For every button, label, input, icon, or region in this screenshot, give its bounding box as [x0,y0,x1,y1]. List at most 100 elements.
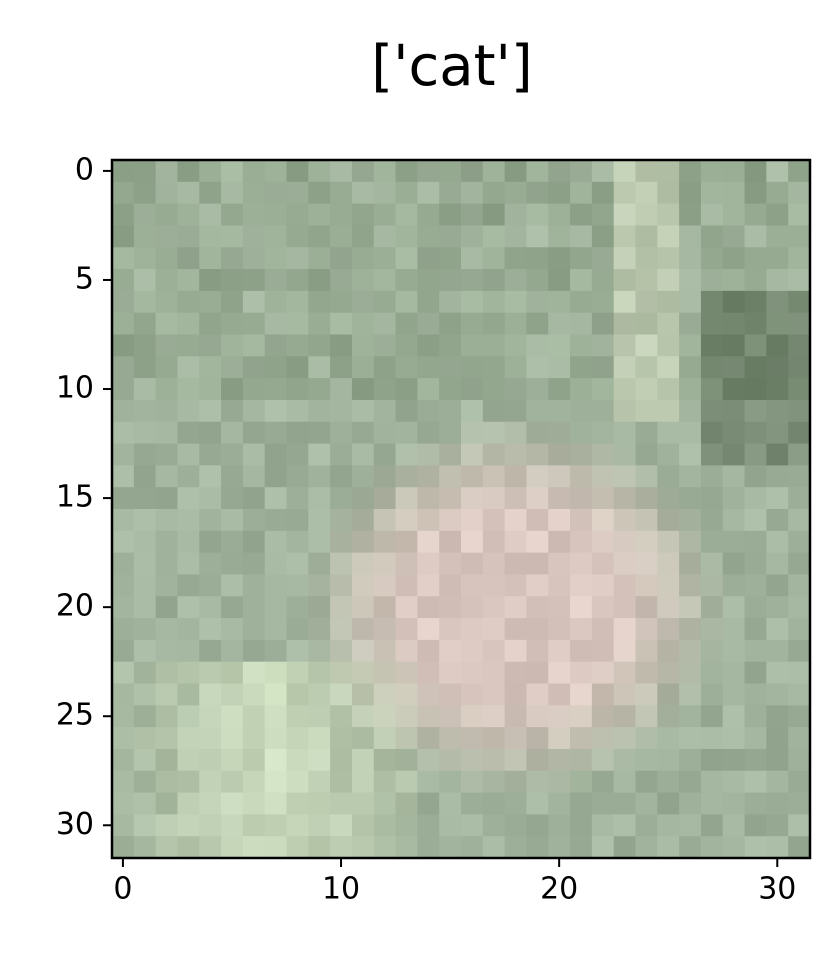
image-pixel [330,487,353,510]
image-pixel [461,247,484,270]
image-pixel [351,509,375,532]
image-pixel [482,181,506,205]
image-pixel [199,509,222,532]
image-pixel [133,574,157,597]
image-pixel [482,487,506,510]
image-pixel [700,181,724,205]
image-pixel [548,814,571,837]
image-pixel [504,181,527,205]
image-pixel [657,378,680,401]
image-pixel [155,705,178,728]
image-pixel [221,443,244,466]
image-pixel [221,770,244,794]
image-pixel [112,290,135,314]
image-pixel [439,836,462,859]
image-pixel [439,574,462,597]
image-pixel [330,770,353,794]
image-pixel [242,509,266,532]
image-pixel [526,705,549,728]
image-pixel [722,290,746,314]
image-pixel [221,203,244,226]
image-pixel [351,487,375,510]
image-pixel [439,269,462,292]
image-pixel [330,378,353,401]
image-pixel [221,661,244,684]
image-pixel [417,574,440,597]
image-pixel [504,661,527,684]
image-pixel [264,748,287,772]
image-pixel [351,312,375,335]
image-pixel [177,596,200,619]
image-pixel [548,443,571,466]
image-pixel [417,225,440,248]
image-pixel [177,334,200,357]
image-pixel [242,661,266,684]
image-pixel [679,618,702,641]
image-pixel [570,421,593,445]
image-pixel [657,269,680,292]
image-pixel [482,269,506,292]
image-pixel [133,334,157,357]
image-pixel [722,574,746,597]
image-pixel [264,247,287,270]
image-pixel [395,727,418,750]
image-pixel [700,203,724,226]
image-pixel [591,792,615,815]
image-pixel [373,814,397,837]
image-pixel [526,530,549,554]
image-pixel [351,378,375,401]
image-pixel [177,247,200,270]
image-pixel [613,552,636,575]
image-pixel [744,465,767,488]
image-pixel [264,203,287,226]
image-pixel [679,683,702,706]
image-pixel [155,836,178,859]
image-pixel [570,639,593,663]
image-pixel [133,705,157,728]
image-pixel [286,661,309,684]
image-pixel [395,836,418,859]
image-pixel [461,269,484,292]
image-pixel [286,705,309,728]
image-pixel [504,160,527,183]
image-pixel [526,465,549,488]
image-pixel [242,181,266,205]
image-pixel [570,290,593,314]
image-pixel [439,552,462,575]
image-pixel [373,683,397,706]
image-pixel [373,509,397,532]
image-pixel [679,552,702,575]
image-pixel [395,269,418,292]
image-pixel [417,792,440,815]
image-pixel [439,530,462,554]
image-pixel [439,770,462,794]
image-pixel [591,225,615,248]
image-pixel [679,181,702,205]
image-pixel [613,530,636,554]
image-pixel [700,312,724,335]
image-pixel [417,618,440,641]
image-pixel [112,356,135,379]
image-pixel [417,683,440,706]
image-pixel [155,225,178,248]
y-tick-label: 30 [56,807,94,842]
image-pixel [308,552,331,575]
image-pixel [286,639,309,663]
image-pixel [744,443,767,466]
image-pixel [744,290,767,314]
image-pixel [417,269,440,292]
image-pixel [242,618,266,641]
image-pixel [526,378,549,401]
image-pixel [548,378,571,401]
image-pixel [504,378,527,401]
image-pixel [221,356,244,379]
image-pixel [722,399,746,423]
image-pixel [613,160,636,183]
image-pixel [439,443,462,466]
image-pixel [221,552,244,575]
image-pixel [330,836,353,859]
image-pixel [482,748,506,772]
image-pixel [264,618,287,641]
image-pixel [548,574,571,597]
